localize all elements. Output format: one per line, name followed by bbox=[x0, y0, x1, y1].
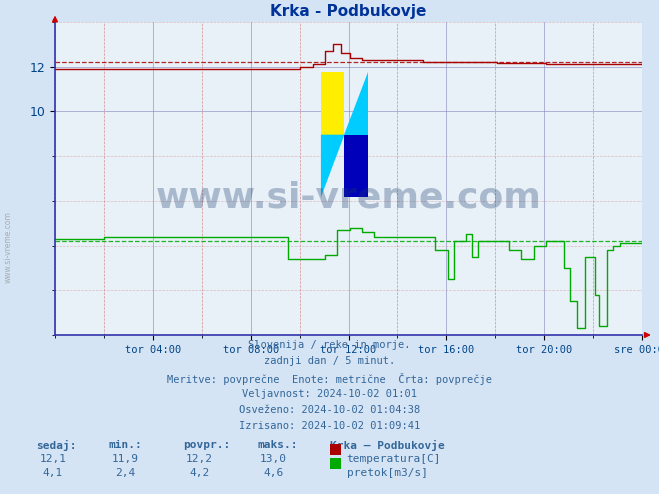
Text: Osveženo: 2024-10-02 01:04:38: Osveženo: 2024-10-02 01:04:38 bbox=[239, 405, 420, 415]
Text: 13,0: 13,0 bbox=[260, 454, 287, 464]
Text: Meritve: povprečne  Enote: metrične  Črta: povprečje: Meritve: povprečne Enote: metrične Črta:… bbox=[167, 372, 492, 384]
Text: povpr.:: povpr.: bbox=[183, 440, 231, 450]
Text: pretok[m3/s]: pretok[m3/s] bbox=[347, 468, 428, 478]
Polygon shape bbox=[345, 135, 368, 197]
Text: Krka – Podbukovje: Krka – Podbukovje bbox=[330, 440, 444, 451]
Polygon shape bbox=[345, 72, 368, 135]
Text: 12,2: 12,2 bbox=[186, 454, 213, 464]
Text: 4,2: 4,2 bbox=[190, 468, 210, 478]
Text: 2,4: 2,4 bbox=[115, 468, 135, 478]
Text: 11,9: 11,9 bbox=[112, 454, 138, 464]
Text: 4,6: 4,6 bbox=[264, 468, 283, 478]
Text: sedaj:: sedaj: bbox=[36, 440, 76, 451]
Polygon shape bbox=[321, 135, 345, 197]
Title: Krka - Podbukovje: Krka - Podbukovje bbox=[270, 4, 426, 19]
Text: maks.:: maks.: bbox=[257, 440, 297, 450]
Text: zadnji dan / 5 minut.: zadnji dan / 5 minut. bbox=[264, 356, 395, 366]
Polygon shape bbox=[321, 72, 345, 135]
Text: Veljavnost: 2024-10-02 01:01: Veljavnost: 2024-10-02 01:01 bbox=[242, 389, 417, 399]
Text: 4,1: 4,1 bbox=[43, 468, 63, 478]
Text: Slovenija / reke in morje.: Slovenija / reke in morje. bbox=[248, 340, 411, 350]
Text: www.si-vreme.com: www.si-vreme.com bbox=[4, 211, 13, 283]
Text: min.:: min.: bbox=[109, 440, 142, 450]
Text: www.si-vreme.com: www.si-vreme.com bbox=[156, 180, 542, 214]
Text: Izrisano: 2024-10-02 01:09:41: Izrisano: 2024-10-02 01:09:41 bbox=[239, 421, 420, 431]
Text: 12,1: 12,1 bbox=[40, 454, 66, 464]
Text: temperatura[C]: temperatura[C] bbox=[347, 454, 441, 464]
